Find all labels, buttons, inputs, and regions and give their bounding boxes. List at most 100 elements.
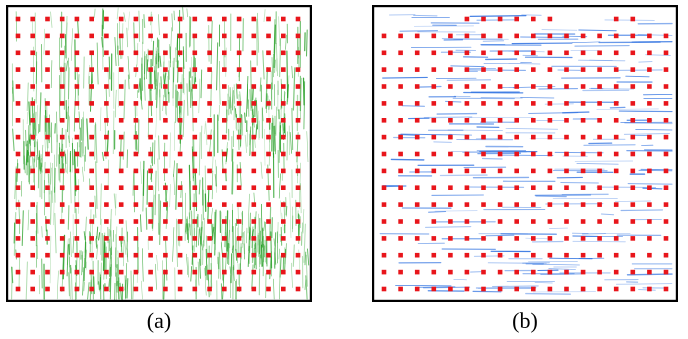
- marker-square: [148, 84, 153, 89]
- stroke-line: [383, 77, 428, 78]
- marker-square: [382, 219, 387, 224]
- marker-square: [148, 185, 153, 190]
- marker-square: [481, 287, 486, 292]
- marker-square: [252, 169, 257, 174]
- marker-square: [631, 287, 636, 292]
- marker-square: [664, 84, 669, 89]
- marker-square: [148, 67, 153, 72]
- marker-square: [614, 118, 619, 123]
- marker-square: [222, 135, 227, 140]
- marker-square: [581, 185, 586, 190]
- marker-square: [222, 152, 227, 157]
- marker-square: [548, 185, 553, 190]
- marker-square: [266, 185, 271, 190]
- marker-square: [631, 67, 636, 72]
- marker-square: [432, 185, 437, 190]
- marker-square: [16, 169, 21, 174]
- marker-square: [614, 101, 619, 106]
- marker-square: [432, 169, 437, 174]
- marker-square: [148, 270, 153, 275]
- marker-square: [581, 152, 586, 157]
- marker-square: [30, 152, 35, 157]
- marker-square: [16, 185, 21, 190]
- marker-square: [89, 287, 94, 292]
- marker-square: [498, 118, 503, 123]
- marker-square: [548, 51, 553, 56]
- marker-square: [531, 17, 536, 22]
- marker-square: [597, 152, 602, 157]
- marker-square: [548, 270, 553, 275]
- marker-square: [647, 34, 652, 39]
- marker-square: [432, 270, 437, 275]
- marker-square: [398, 270, 403, 275]
- marker-square: [193, 17, 198, 22]
- marker-square: [614, 135, 619, 140]
- stroke-line: [243, 19, 244, 51]
- marker-square: [465, 51, 470, 56]
- stroke-line: [625, 123, 672, 124]
- marker-square: [75, 219, 80, 224]
- marker-square: [281, 118, 286, 123]
- marker-square: [564, 135, 569, 140]
- stroke-line: [573, 241, 626, 242]
- marker-square: [104, 185, 109, 190]
- marker-square: [647, 219, 652, 224]
- stroke-line: [199, 180, 200, 194]
- marker-square: [178, 135, 183, 140]
- stroke-line: [55, 169, 56, 193]
- marker-square: [163, 185, 168, 190]
- marker-square: [597, 185, 602, 190]
- marker-square: [415, 253, 420, 258]
- marker-square: [237, 51, 242, 56]
- marker-square: [45, 236, 50, 241]
- marker-square: [664, 135, 669, 140]
- marker-square: [448, 101, 453, 106]
- stroke-line: [221, 284, 222, 299]
- stroke-line: [493, 286, 539, 287]
- marker-square: [222, 219, 227, 224]
- marker-square: [119, 51, 124, 56]
- panel-b-caption: (b): [372, 308, 678, 334]
- marker-square: [60, 67, 65, 72]
- marker-square: [548, 101, 553, 106]
- marker-square: [45, 118, 50, 123]
- marker-square: [266, 118, 271, 123]
- marker-square: [631, 152, 636, 157]
- marker-square: [104, 152, 109, 157]
- marker-square: [119, 287, 124, 292]
- marker-square: [30, 101, 35, 106]
- marker-square: [134, 202, 139, 207]
- marker-square: [296, 34, 301, 39]
- stroke-line: [280, 234, 281, 241]
- marker-square: [45, 185, 50, 190]
- panel-b: (b): [372, 0, 682, 339]
- marker-square: [207, 67, 212, 72]
- marker-square: [16, 270, 21, 275]
- marker-square: [119, 202, 124, 207]
- marker-square: [415, 84, 420, 89]
- stroke-line: [48, 174, 49, 183]
- marker-square: [514, 34, 519, 39]
- marker-square: [564, 270, 569, 275]
- marker-square: [16, 135, 21, 140]
- marker-square: [514, 118, 519, 123]
- marker-square: [89, 67, 94, 72]
- marker-square: [119, 84, 124, 89]
- marker-square: [266, 236, 271, 241]
- marker-square: [45, 219, 50, 224]
- stroke-line: [258, 235, 259, 256]
- marker-square: [134, 17, 139, 22]
- marker-square: [631, 34, 636, 39]
- marker-square: [296, 236, 301, 241]
- marker-square: [448, 118, 453, 123]
- stroke-line: [610, 107, 625, 108]
- marker-square: [134, 67, 139, 72]
- stroke-line: [12, 267, 13, 299]
- marker-square: [178, 152, 183, 157]
- marker-square: [266, 253, 271, 258]
- marker-square: [281, 135, 286, 140]
- marker-square: [415, 135, 420, 140]
- marker-square: [415, 101, 420, 106]
- marker-square: [631, 270, 636, 275]
- marker-square: [89, 253, 94, 258]
